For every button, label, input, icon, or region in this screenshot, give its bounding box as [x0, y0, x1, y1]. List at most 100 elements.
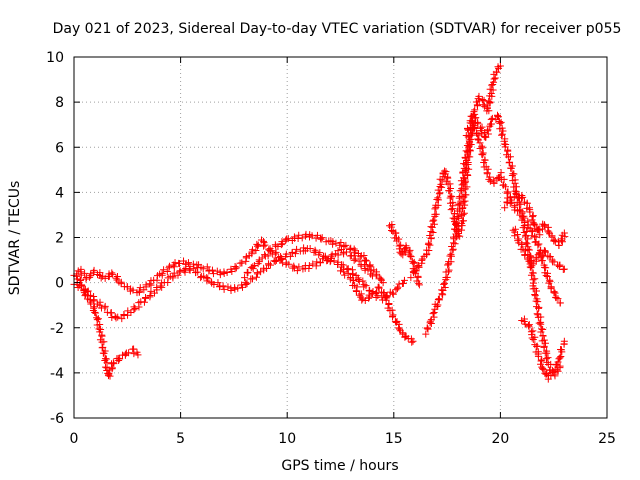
plus-marker — [533, 343, 541, 351]
plus-marker — [447, 250, 455, 258]
plus-marker — [105, 369, 113, 377]
plus-marker — [374, 292, 382, 300]
plus-marker — [488, 114, 496, 122]
plus-marker — [264, 252, 272, 260]
plus-marker — [98, 331, 106, 339]
plus-marker — [362, 257, 370, 265]
plus-marker — [82, 275, 90, 283]
plus-marker — [454, 200, 462, 208]
x-tick-labels: 0 5 10 15 20 25 — [70, 431, 616, 447]
plus-marker — [334, 247, 342, 255]
plus-marker — [437, 180, 445, 188]
plus-marker — [529, 327, 537, 335]
plus-marker — [521, 247, 529, 255]
plus-marker — [294, 235, 302, 243]
plus-marker — [238, 283, 246, 291]
plus-marker — [518, 240, 526, 248]
plus-marker — [347, 244, 355, 252]
plus-marker — [480, 96, 488, 104]
plus-marker — [328, 251, 336, 259]
plus-marker — [435, 295, 443, 303]
plus-marker — [397, 241, 405, 249]
plus-marker — [555, 241, 563, 249]
plus-marker — [445, 266, 453, 274]
plus-marker — [541, 247, 549, 255]
plus-marker — [359, 277, 367, 285]
plus-marker — [459, 174, 467, 182]
plus-marker — [108, 365, 116, 373]
plus-marker — [415, 281, 423, 289]
plus-marker — [540, 342, 548, 350]
plus-marker — [446, 252, 454, 260]
plus-marker — [228, 268, 236, 276]
plus-marker — [440, 280, 448, 288]
plus-marker — [392, 229, 400, 237]
y-tick-label: 6 — [55, 140, 64, 156]
plus-marker — [286, 252, 294, 260]
plus-marker — [484, 126, 492, 134]
plus-marker — [200, 272, 208, 280]
plus-marker — [277, 241, 285, 249]
plus-marker — [316, 259, 324, 267]
plus-marker — [550, 258, 558, 266]
plus-marker — [291, 250, 299, 258]
plus-marker — [140, 298, 148, 306]
plus-marker — [556, 354, 564, 362]
plus-marker — [479, 149, 487, 157]
plus-marker — [248, 275, 256, 283]
plus-marker — [214, 279, 222, 287]
plus-marker — [544, 354, 552, 362]
plus-marker — [184, 259, 192, 267]
plus-marker — [518, 216, 526, 224]
plus-marker — [517, 200, 525, 208]
plus-marker — [529, 212, 537, 220]
plus-marker — [369, 288, 377, 296]
plus-marker — [458, 181, 466, 189]
plus-marker — [231, 285, 239, 293]
plus-marker — [448, 193, 456, 201]
plus-marker — [389, 289, 397, 297]
plus-marker — [541, 339, 549, 347]
plus-marker — [425, 239, 433, 247]
plus-marker — [532, 255, 540, 263]
plus-marker — [130, 350, 138, 358]
plus-marker — [199, 265, 207, 273]
plus-marker — [261, 241, 269, 249]
plus-marker — [497, 118, 505, 126]
plus-marker — [268, 247, 276, 255]
plus-marker — [232, 264, 240, 272]
plus-marker — [129, 286, 137, 294]
plus-marker — [526, 254, 534, 262]
plus-marker — [444, 173, 452, 181]
plus-marker — [241, 274, 249, 282]
plus-marker — [498, 124, 506, 132]
data-points — [70, 62, 569, 383]
plus-marker — [252, 246, 260, 254]
series-track-l — [518, 315, 564, 383]
plus-marker — [498, 130, 506, 138]
plus-marker — [90, 296, 98, 304]
plus-marker — [249, 263, 257, 271]
plus-marker — [124, 307, 132, 315]
plus-marker — [92, 309, 100, 317]
plus-marker — [511, 179, 519, 187]
plus-marker — [460, 164, 468, 172]
plus-marker — [136, 287, 144, 295]
plus-marker — [557, 353, 565, 361]
plus-marker — [447, 206, 455, 214]
plus-marker — [341, 271, 349, 279]
plus-marker — [353, 283, 361, 291]
plus-marker — [547, 283, 555, 291]
plus-marker — [418, 256, 426, 264]
x-tick-label: 20 — [491, 431, 509, 447]
plus-marker — [525, 246, 533, 254]
plus-marker — [361, 266, 369, 274]
plus-marker — [479, 151, 487, 159]
plus-marker — [470, 124, 478, 132]
plus-marker — [114, 313, 122, 321]
plus-marker — [100, 338, 108, 346]
plus-marker — [457, 199, 465, 207]
plus-marker — [163, 267, 171, 275]
plus-marker — [375, 283, 383, 291]
plus-marker — [538, 257, 546, 265]
